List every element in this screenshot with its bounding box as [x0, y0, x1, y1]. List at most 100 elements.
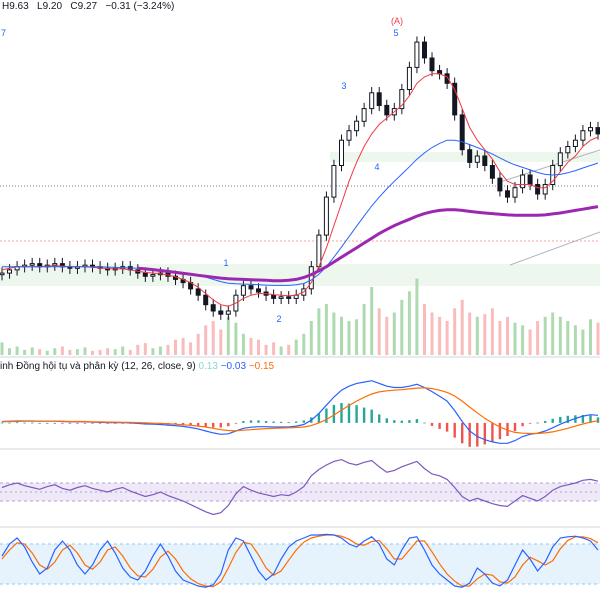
candle-body [474, 155, 480, 163]
candle-body [256, 288, 261, 293]
ohlc-legend: H9.63 L9.20 C9.27 −0.31 (−3.24%) [2, 1, 174, 12]
candle-body [572, 139, 578, 147]
moving-averages [1, 73, 599, 307]
stoch-d-line [1, 534, 599, 588]
volume-bar [68, 349, 72, 355]
macd-histogram-bar [53, 422, 56, 424]
candle-body [210, 304, 216, 312]
macd-histogram-bar [476, 422, 479, 447]
volume-bar [362, 304, 366, 355]
ma-mid-line [2, 139, 599, 286]
channel-lower [509, 231, 600, 266]
candle-body [346, 130, 352, 141]
macd-histogram-bar [264, 421, 268, 423]
candle-body [150, 274, 156, 277]
volume-bar [566, 321, 570, 355]
macd-histogram-bar [121, 422, 124, 424]
candle-body [376, 92, 382, 107]
macd-histogram-bar [408, 420, 411, 423]
macd-histogram-bar [8, 422, 11, 424]
volume-bar [302, 333, 306, 356]
candle-body [399, 89, 405, 110]
candle-body [459, 114, 465, 151]
volume-bar [430, 312, 434, 355]
macd-histogram-bar [234, 422, 238, 424]
volume-bar [415, 278, 419, 355]
volume-bars [0, 278, 600, 356]
volume-bar [407, 291, 411, 356]
macd-histogram-bar [38, 422, 41, 424]
candle-body [7, 269, 12, 274]
wave-label-top: (A) [391, 16, 403, 26]
volume-bar [355, 319, 359, 355]
macd-histogram-bar [453, 422, 456, 438]
volume-bar [377, 308, 381, 356]
macd-histogram-bar [76, 422, 79, 424]
volume-bar [551, 312, 555, 355]
wave-label-3: 3 [341, 81, 346, 91]
candle-body [535, 184, 541, 195]
candle-body [308, 266, 314, 290]
volume-bar [15, 346, 19, 355]
volume-bar [392, 312, 396, 355]
macd-histogram-bar [559, 416, 562, 423]
macd-histogram-bar [528, 422, 532, 424]
volume-bar [347, 321, 351, 355]
candle-body [557, 152, 563, 167]
macd-histogram-bar [197, 422, 200, 426]
volume-bar [45, 350, 49, 356]
candle-body [195, 288, 201, 296]
volume-bar [264, 344, 268, 355]
candle-body [520, 174, 526, 189]
candle-body [278, 296, 284, 299]
macd-histogram-bar [393, 420, 396, 423]
ma-long-line [137, 205, 599, 283]
volume-bar [400, 299, 404, 356]
volume-bar [596, 322, 600, 355]
wave-label-edge: 7 [1, 28, 6, 38]
macd-histogram-bar [242, 421, 245, 423]
volume-bar [174, 339, 177, 355]
candle-body [339, 139, 344, 166]
candle-body [203, 294, 209, 306]
macd-histogram-bar [461, 422, 464, 444]
macd-histogram-bar [385, 418, 388, 423]
candle-body [489, 165, 495, 179]
macd-histogram-bar [272, 421, 275, 423]
volume-bar [121, 346, 125, 355]
candle-body [271, 294, 277, 299]
volume-bar [370, 287, 374, 355]
candle-body [588, 127, 593, 132]
macd-histogram-bar [415, 419, 419, 423]
macd-histogram-bar [566, 415, 569, 423]
volume-bar [309, 321, 313, 355]
macd-histogram-bar [46, 422, 49, 424]
volume-bar [317, 308, 321, 356]
macd-histogram-bar [438, 422, 441, 429]
macd-histogram-bar [536, 422, 539, 424]
volume-bar [204, 325, 208, 356]
candle-body [354, 120, 360, 132]
macd-histogram-bar [302, 420, 305, 423]
candle-body [512, 187, 518, 198]
volume-bar [475, 316, 479, 356]
candle-body [542, 184, 548, 195]
candle-body [422, 41, 427, 59]
volume-bar [38, 349, 42, 356]
candle-body [361, 108, 367, 122]
volume-bar [438, 316, 442, 356]
volume-bar [189, 342, 193, 356]
volume-bar [8, 348, 11, 355]
candle-body [52, 263, 58, 266]
candle-body [369, 92, 375, 110]
volume-bar [226, 316, 230, 356]
volume-bar [506, 316, 509, 356]
macd-histogram-bar [430, 422, 434, 426]
volume-bar [166, 344, 170, 355]
candle-body [248, 285, 254, 290]
candle-body [384, 104, 390, 116]
macd-histogram-bar [468, 422, 471, 447]
volume-bar [423, 304, 426, 355]
macd-histogram-bar [106, 422, 109, 424]
